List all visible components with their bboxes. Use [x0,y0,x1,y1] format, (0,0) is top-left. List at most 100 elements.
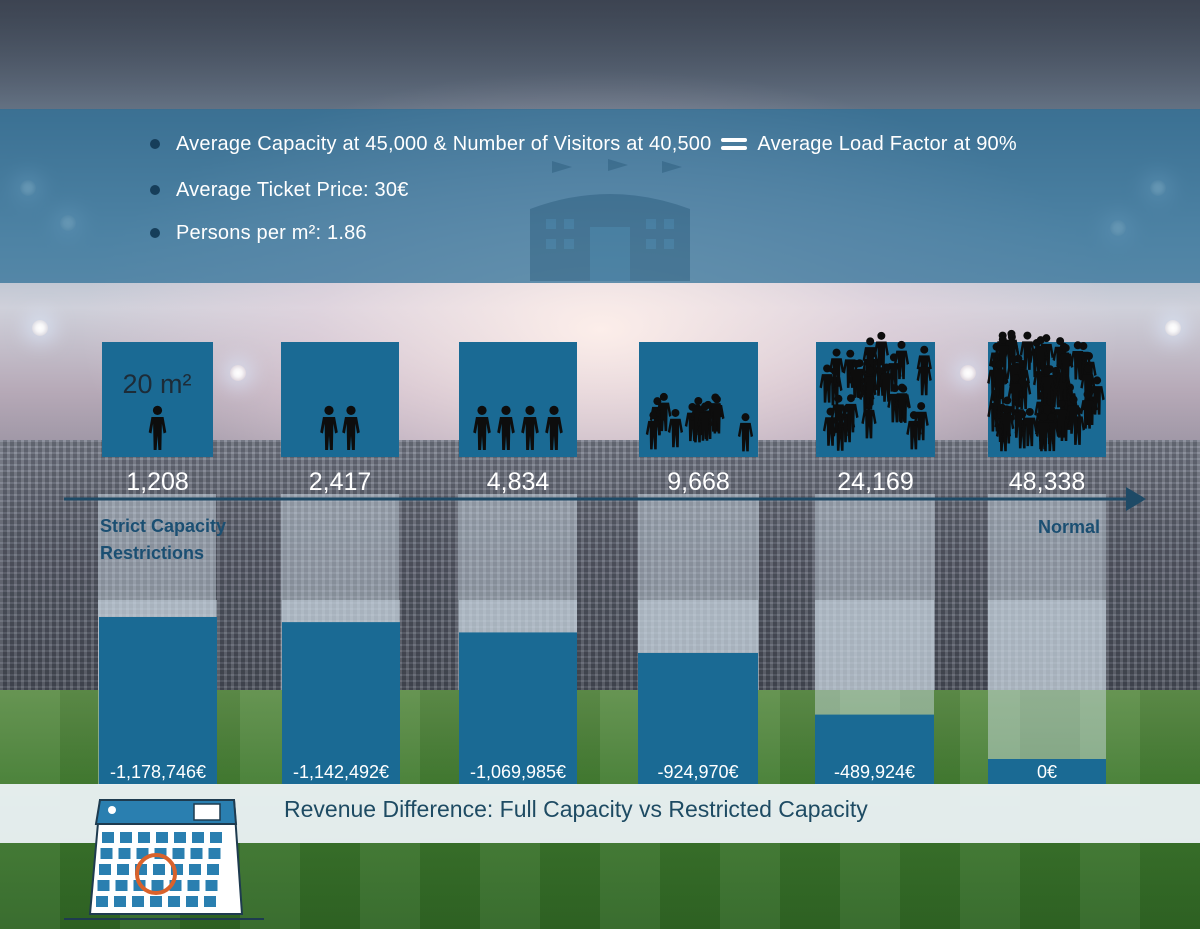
column-panel [988,494,1106,690]
person-icon [822,407,839,446]
bullet-capacity: Average Capacity at 45,000 & Number of V… [150,129,1017,159]
revenue-bar [638,652,758,784]
person-icon [342,405,360,450]
person-group [320,405,360,450]
person-icon [1033,336,1049,375]
person-icon [1044,412,1060,452]
person-icon [819,364,835,403]
person-icon [913,402,929,441]
person-icon [894,383,910,422]
person-icon [1058,343,1074,383]
floodlight-icon [230,365,246,381]
bullet-ticket-price: Average Ticket Price: 30€ [150,175,409,205]
person-icon [862,366,878,405]
density-square [102,342,213,457]
floodlight-icon [32,320,48,336]
persons-per-m2-text: Persons per m²: 1.86 [176,221,367,244]
person-group [148,405,167,450]
calendar-icon [64,799,264,920]
person-group [987,329,1105,452]
person-icon [1035,413,1052,452]
person-icon [545,405,563,450]
person-icon [1070,341,1086,380]
revenue-bar [99,617,217,784]
revenue-bar-label: 0€ [1037,762,1057,782]
stadium-emblem-icon [530,159,690,281]
revenue-bar-label: -489,924€ [834,762,915,782]
person-icon [473,405,491,450]
person-icon [991,360,1008,399]
floodlight-icon [1165,320,1181,336]
axis-left-label-line2: Restrictions [100,543,205,563]
axis-left-label-line1: Strict Capacity [100,516,227,536]
visitor-count-label: 48,338 [1009,468,1085,496]
person-icon [709,395,725,434]
revenue-bar [815,714,934,784]
person-icon [830,394,847,433]
person-group [645,392,754,452]
person-icon [862,337,878,376]
revenue-bar-label: -924,970€ [657,762,738,782]
person-icon [1007,374,1023,413]
person-icon [893,340,910,380]
floodlight-icon [960,365,976,381]
column-panel [815,494,935,690]
person-group [473,405,563,450]
person-icon [656,392,672,432]
sky-top-shade [0,0,1200,110]
visitor-count-label: 1,208 [126,468,189,496]
density-square [281,342,399,457]
person-pictograms [148,329,1105,452]
person-icon [1089,376,1105,415]
person-icon [887,384,903,423]
revenue-bar-label: -1,069,985€ [470,762,566,782]
revenue-bar [988,759,1106,784]
person-icon [645,411,662,450]
revenue-bar [459,632,577,784]
revenue-bars [99,617,1106,784]
person-icon [497,405,515,450]
person-icon [1053,399,1069,438]
density-square-label: 20 m² [122,369,191,399]
person-icon [1022,407,1038,447]
person-icon [667,408,684,448]
bullet-dot [150,185,160,195]
person-icon [873,331,889,371]
revenue-bar-labels: -1,178,746€ -1,142,492€ -1,069,985€ -924,97… [110,762,1057,782]
person-icon [916,357,932,396]
bullet-dot [150,228,160,238]
axis-right-label: Normal [1038,517,1101,537]
revenue-bar [282,622,400,784]
person-icon [1003,329,1020,369]
ticket-price-text: Average Ticket Price: 30€ [176,178,409,201]
person-icon [1065,395,1082,434]
bullet-dot [150,139,160,149]
axis-left-label: Strict Capacity Restrictions [100,513,226,567]
chart-caption: Revenue Difference: Full Capacity vs Res… [284,796,868,822]
person-icon [1079,390,1096,429]
capacity-visitors-text: Average Capacity at 45,000 & Number of V… [176,132,712,155]
person-icon [1019,331,1035,370]
capacity-axis-arrow [64,487,1146,511]
person-icon [849,359,865,399]
visitor-count-label: 24,169 [837,468,913,496]
density-square [459,342,577,457]
person-icon [1039,367,1055,406]
person-icon [737,413,754,452]
visitor-count-labels: 1,208 2,417 4,834 9,668 24,169 48,338 [126,468,1085,496]
person-icon [148,405,167,450]
person-group [819,331,932,451]
person-icon [828,348,845,387]
person-icon [1080,364,1096,403]
visitor-count-label: 9,668 [667,468,730,496]
density-squares [102,342,1106,457]
person-icon [697,402,713,441]
person-icon [521,405,539,450]
equals-icon [721,137,748,151]
person-icon [843,394,859,433]
assumptions-band: Average Capacity at 45,000 & Number of V… [0,109,1200,283]
revenue-bar-label: -1,178,746€ [110,762,206,782]
visitor-count-label: 4,834 [487,468,550,496]
